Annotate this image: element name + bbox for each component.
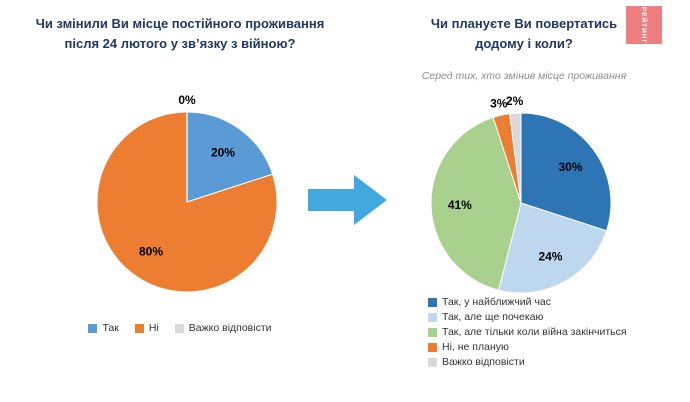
legend-item: Так, але ще почекаю [428, 311, 678, 323]
flow-arrow-shape [308, 175, 387, 225]
pie-slice [430, 116, 522, 291]
right-chart-title-line2: додому і коли? [475, 35, 573, 51]
legend-label: Важко відповісти [442, 356, 525, 368]
pie-slice-label: 30% [558, 160, 582, 174]
legend-item: Важко відповісти [428, 356, 678, 368]
legend-label: Ні [148, 322, 159, 334]
right-chart-title-line1: Чи плануєте Ви повертатись [430, 16, 618, 31]
legend-swatch [428, 327, 437, 337]
legend-swatch [428, 297, 437, 307]
legend-label: Так, але тільки коли війна закінчиться [442, 326, 627, 338]
legend-item: Ні, не планую [428, 341, 678, 353]
legend-item: Ні [134, 322, 159, 334]
left-pie-chart: 20% 80% 0% [96, 93, 278, 293]
legend-swatch [428, 357, 437, 367]
pie-slice-label: 24% [538, 250, 562, 264]
legend-swatch [174, 323, 184, 333]
left-chart-title-line1: Чи змінили Ви місце постійного проживанн… [35, 16, 325, 31]
pie-slice-label: 41% [448, 198, 472, 212]
right-chart-legend: Так, у найближчий час Так, але ще почекаю… [428, 296, 678, 368]
legend-swatch [428, 312, 437, 322]
flow-arrow-icon [308, 175, 387, 225]
legend-item: Так, у найближчий час [428, 296, 678, 308]
legend-item: Так, але тільки коли війна закінчиться [428, 326, 678, 338]
pie-slice [498, 202, 608, 294]
rating-logo-text: РЕЙТИНГ [640, 6, 648, 44]
pie-slice [509, 112, 522, 204]
legend-label: Так, у найближчий час [442, 296, 551, 308]
legend-label: Важко відповісти [188, 322, 272, 334]
legend-item: Важко відповісти [174, 322, 272, 334]
pie-slice [186, 111, 274, 203]
pie-slice-label: 3% [490, 96, 508, 110]
rating-logo: РЕЙТИНГ [626, 6, 662, 44]
pie-slice-label: 80% [139, 245, 163, 259]
left-chart-legend: Так Ні Важко відповісти [28, 322, 332, 334]
right-pie-chart: 30% 24% 41% 3%2% [430, 94, 612, 294]
pie-slice-label: 2% [506, 94, 524, 108]
left-chart-title: Чи змінили Ви місце постійного проживанн… [28, 14, 332, 53]
legend-swatch [88, 323, 98, 333]
legend-swatch [134, 323, 144, 333]
legend-label: Ні, не планую [442, 341, 509, 353]
legend-swatch [428, 342, 437, 352]
legend-label: Так, але ще почекаю [442, 311, 544, 323]
left-chart-title-line2: після 24 лютого у зв’язку з війною? [64, 35, 296, 51]
legend-item: Так [88, 322, 119, 334]
right-chart-subtitle: Серед тих, хто змінив місце проживання [421, 70, 627, 82]
right-chart-title: Чи плануєте Ви повертатись додому і коли… [392, 14, 656, 53]
legend-label: Так [102, 322, 119, 334]
pie-slice [520, 112, 612, 232]
pie-slice-label: 0% [178, 93, 196, 107]
pie-slice-label: 20% [211, 145, 235, 159]
